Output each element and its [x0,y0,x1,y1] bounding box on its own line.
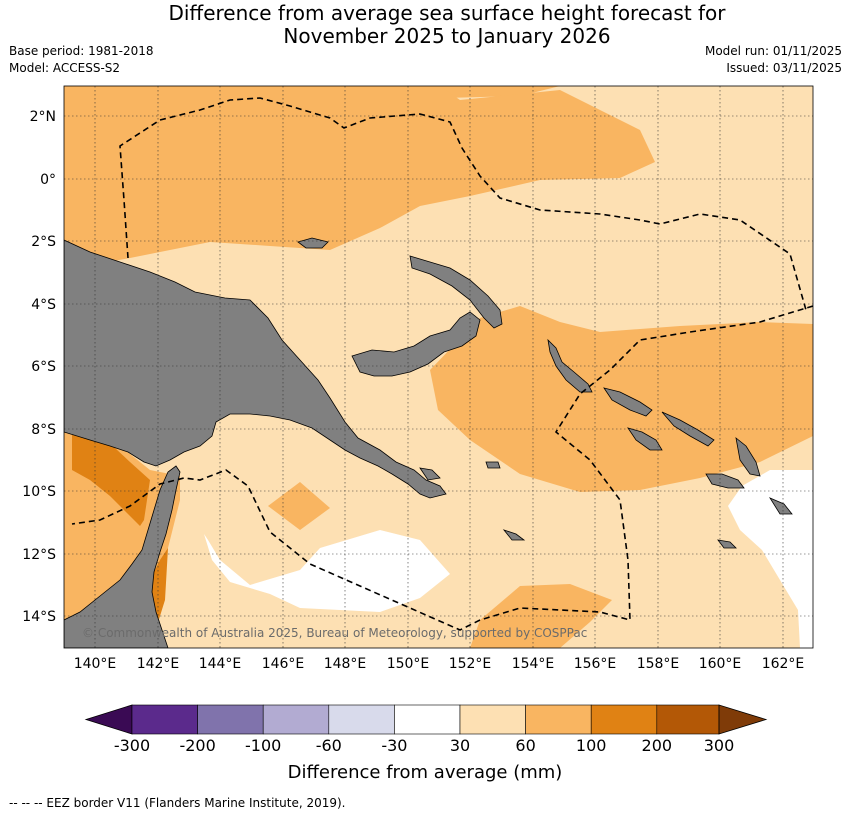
lon-label: 146°E [262,656,305,672]
lon-label: 144°E [199,656,242,672]
colorbar-tick-label: 100 [576,736,607,755]
meta-right: Model run: 01/11/2025 Issued: 03/11/2025 [705,43,842,77]
lon-label: 154°E [512,656,555,672]
lon-label: 140°E [74,656,117,672]
lon-label: 152°E [449,656,492,672]
lat-label: 2°N [30,109,56,125]
colorbar-title: Difference from average (mm) [288,762,563,783]
colorbar: -300 -200 -100 -60 -30 30 60 100 200 300… [84,704,768,783]
lat-label: 4°S [31,297,56,313]
colorbar-tick-label: 30 [450,736,470,755]
anomaly-neutral-coral-sea [204,530,450,612]
colorbar-segment [394,704,461,735]
land-bougainville [547,338,593,393]
land-islet-east [768,497,793,515]
land-rennell [717,539,737,549]
lon-label: 150°E [387,656,430,672]
map-figure: © Commonwealth of Australia 2025, Bureau… [22,85,814,783]
title-line-2: November 2025 to January 2026 [283,24,611,48]
colorbar-tick-label: -200 [179,736,215,755]
lat-label: 6°S [31,359,56,375]
chart-title: Difference from average sea surface heig… [0,2,850,48]
lon-label: 156°E [574,656,617,672]
lat-label: 2°S [31,234,56,250]
land-new-guinea [64,239,447,499]
anomaly-60-100-top [64,86,560,98]
land-louisiades [502,529,526,541]
eez-footnote: -- -- -- EEZ border V11 (Flanders Marine… [9,796,346,810]
lat-label: 10°S [22,484,56,500]
land-cape-york [64,465,181,648]
title-line-1: Difference from average sea surface heig… [168,1,726,25]
eez-borders [71,97,813,631]
anomaly-100-200-gulf-north [72,432,150,526]
colorbar-segment [262,704,330,735]
lat-label: 12°S [22,547,56,563]
land-choiseul [603,387,653,417]
issued-date: Issued: 03/11/2025 [726,61,842,75]
lon-label: 158°E [637,656,680,672]
lon-label: 148°E [324,656,367,672]
anomaly-60-100-north [64,86,655,270]
colorbar-arrow-high [718,704,768,735]
anomaly-neutral-east [728,470,813,648]
colorbar-tick-label: 200 [642,736,673,755]
colorbar-segment [328,704,395,735]
eez-png-south [71,305,813,631]
model-name: Model: ACCESS-S2 [9,61,121,75]
eez-png-north [119,97,807,311]
colorbar-tick-label: 300 [704,736,735,755]
anomaly-60-100-coral-sea [268,482,330,530]
land-guadalcanal-north [627,427,663,451]
longitude-labels: 140°E 142°E 144°E 146°E 148°E 150°E 152°… [74,656,805,672]
colorbar-tick-label: -100 [245,736,281,755]
meta-left: Base period: 1981-2018 Model: ACCESS-S2 [9,43,154,77]
land-makira [705,473,745,489]
colorbar-tick-label: 60 [515,736,535,755]
land-manus [297,237,329,249]
lon-label: 162°E [762,656,805,672]
colorbar-segment [525,704,592,735]
colorbar-tick-label: -30 [381,736,407,755]
base-period: Base period: 1981-2018 [9,44,154,58]
land-trobriand [485,461,501,469]
colorbar-segment [197,704,264,735]
map-area: © Commonwealth of Australia 2025, Bureau… [64,86,813,648]
lon-label: 142°E [137,656,180,672]
colorbar-segment [656,704,720,735]
lat-label: 14°S [22,609,56,625]
land-dentrecasteaux [419,467,441,481]
lat-label: 8°S [31,422,56,438]
colorbar-tick-label: -60 [316,736,342,755]
map-frame [63,85,814,649]
latitude-labels: 2°N 0° 2°S 4°S 6°S 8°S 10°S 12°S 14°S [22,109,56,625]
copyright-text: © Commonwealth of Australia 2025, Bureau… [82,626,587,640]
colorbar-segment [131,704,198,735]
lon-label: 160°E [699,656,742,672]
colorbar-segment [459,704,526,735]
land-new-ireland [409,255,503,329]
map-gridlines [64,86,813,648]
land-new-britain [351,311,481,377]
lat-label: 0° [40,172,56,188]
model-run: Model run: 01/11/2025 [704,44,842,58]
land-malaita [735,437,761,477]
colorbar-arrow-low [84,704,133,735]
colorbar-tick-label: -300 [114,736,150,755]
colorbar-segment [590,704,658,735]
